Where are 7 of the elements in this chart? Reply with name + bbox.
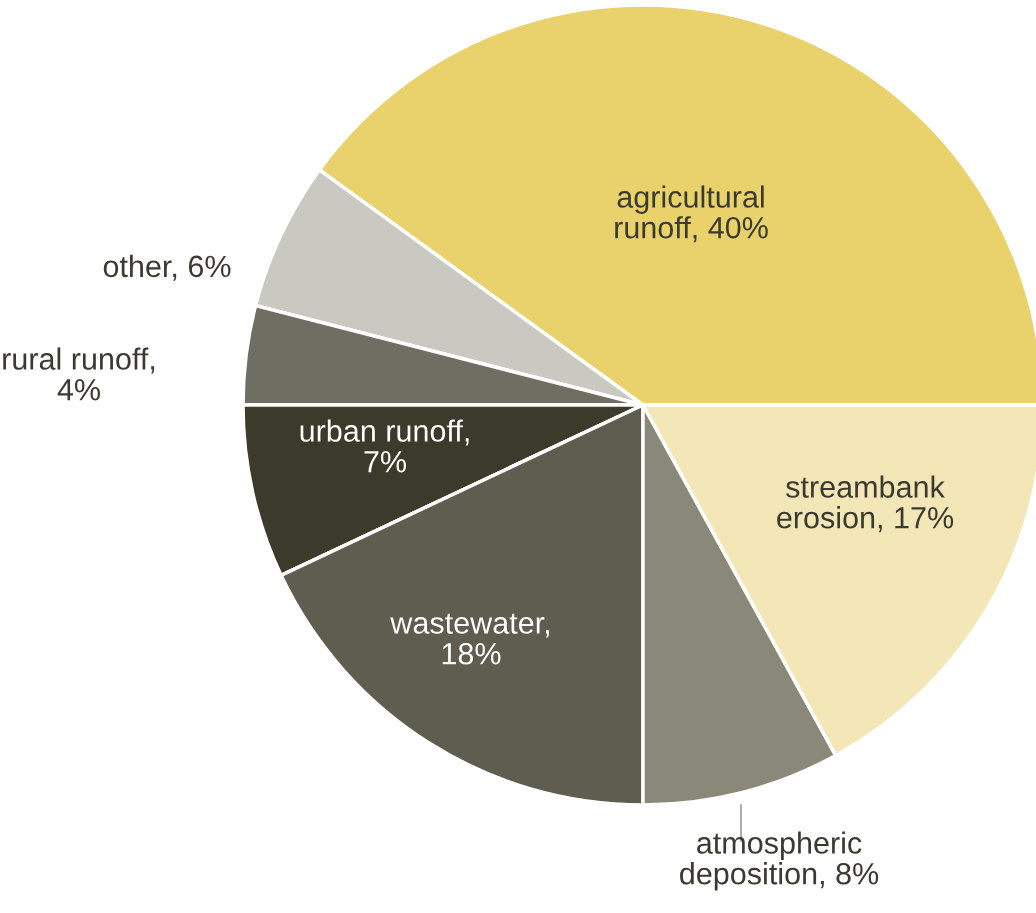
slice-label: wastewater, 18%	[390, 613, 549, 665]
slice-label: urban runoff, 7%	[300, 419, 469, 473]
slice-label: streambank erosion, 17%	[777, 475, 954, 533]
slice-label: rural runoff, 4%	[3, 347, 155, 401]
slice-label: atmospheric deposition, 8%	[680, 831, 879, 891]
slice-label: agricultural runoff, 40%	[615, 185, 768, 243]
slice-label: other, 6%	[103, 254, 231, 281]
